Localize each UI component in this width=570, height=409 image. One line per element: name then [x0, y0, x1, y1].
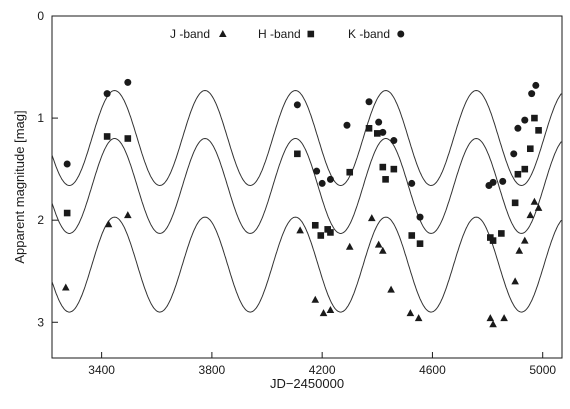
k-band-point — [532, 81, 540, 89]
k-band-point — [375, 118, 383, 126]
k-band-point — [499, 177, 507, 185]
y-tick-label: 0 — [37, 9, 44, 23]
j-band-point — [534, 203, 543, 211]
axis-ticks: 3400 3800 4200 4600 5000 0 1 2 3 — [37, 9, 556, 377]
h-band-point — [365, 124, 373, 132]
j-band-point — [124, 211, 132, 219]
k-band-point — [103, 90, 111, 98]
k-band-point — [514, 124, 522, 132]
h-band-point — [346, 168, 354, 176]
model-curve-k-band — [51, 89, 562, 187]
h-band-point — [390, 165, 398, 173]
k-band-point — [416, 213, 424, 221]
x-tick-label: 3400 — [88, 363, 115, 377]
x-tick-label: 4200 — [309, 363, 336, 377]
legend: J -band H -band K -band — [170, 27, 405, 41]
h-band-point — [124, 135, 132, 142]
legend-marker-k-band — [397, 30, 405, 38]
h-band-point — [327, 229, 334, 236]
h-band-point — [498, 230, 505, 237]
j-band-point — [374, 240, 383, 248]
h-band-point — [317, 232, 325, 239]
h-band-point — [311, 221, 319, 229]
j-band-point — [379, 246, 387, 254]
h-band-point — [379, 163, 387, 171]
model-curve-h-band — [51, 137, 562, 235]
j-band-point — [345, 242, 354, 250]
h-band-point — [489, 237, 497, 244]
k-band-point — [326, 175, 334, 183]
j-band-point — [486, 314, 495, 322]
j-band-point — [500, 314, 508, 322]
k-band-point — [510, 150, 518, 158]
data-points — [61, 78, 543, 328]
k-band-point — [293, 101, 301, 109]
legend-marker-j-band — [219, 30, 227, 37]
h-band-point — [408, 232, 416, 239]
h-band-point — [103, 133, 111, 140]
k-band-point — [390, 137, 398, 145]
y-tick-label: 2 — [37, 213, 44, 227]
k-band-point — [408, 179, 416, 187]
model-curves — [51, 89, 562, 313]
h-band-point — [294, 150, 301, 158]
j-band-point — [296, 226, 304, 234]
j-band-point — [530, 197, 539, 205]
h-band-point — [416, 240, 424, 247]
y-tick-label: 3 — [37, 315, 44, 329]
y-tick-label: 1 — [37, 111, 44, 125]
k-band-point — [521, 116, 529, 124]
legend-marker-h-band — [307, 30, 315, 38]
h-band-point — [373, 130, 381, 137]
h-band-point — [531, 114, 538, 122]
legend-label-j-band: J -band — [170, 27, 210, 41]
j-band-point — [387, 285, 395, 293]
k-band-point — [124, 78, 132, 86]
h-band-point — [526, 145, 534, 153]
h-band-point — [514, 170, 522, 178]
plot-frame — [51, 15, 563, 359]
x-axis-label: JD−2450000 — [270, 376, 344, 391]
legend-label-k-band: K -band — [348, 27, 390, 41]
j-band-point — [367, 214, 376, 222]
x-tick-label: 5000 — [529, 363, 556, 377]
k-band-point — [313, 167, 321, 175]
j-band-point — [406, 309, 415, 317]
j-band-point — [526, 211, 535, 219]
k-band-point — [365, 98, 373, 106]
h-band-point — [521, 165, 529, 173]
j-band-point — [326, 306, 335, 314]
j-band-point — [515, 246, 524, 254]
h-band-point — [535, 127, 542, 134]
h-band-point — [382, 176, 389, 183]
h-band-point — [63, 209, 71, 217]
y-axis-label: Apparent magnitude [mag] — [12, 110, 27, 263]
x-tick-label: 3800 — [199, 363, 226, 377]
k-band-point — [318, 179, 326, 187]
k-band-point — [379, 128, 387, 136]
j-band-point — [489, 320, 497, 328]
j-band-point — [104, 220, 113, 228]
j-band-point — [61, 283, 70, 291]
k-band-point — [489, 178, 497, 186]
model-curve-j-band — [51, 216, 562, 313]
h-band-point — [511, 199, 519, 207]
j-band-point — [311, 295, 320, 303]
k-band-point — [528, 90, 536, 98]
j-band-point — [414, 314, 423, 322]
j-band-point — [511, 277, 519, 285]
k-band-point — [343, 121, 351, 129]
x-tick-label: 4600 — [419, 363, 446, 377]
j-band-point — [520, 236, 529, 244]
k-band-point — [63, 160, 71, 168]
j-band-point — [319, 309, 328, 317]
legend-label-h-band: H -band — [258, 27, 301, 41]
